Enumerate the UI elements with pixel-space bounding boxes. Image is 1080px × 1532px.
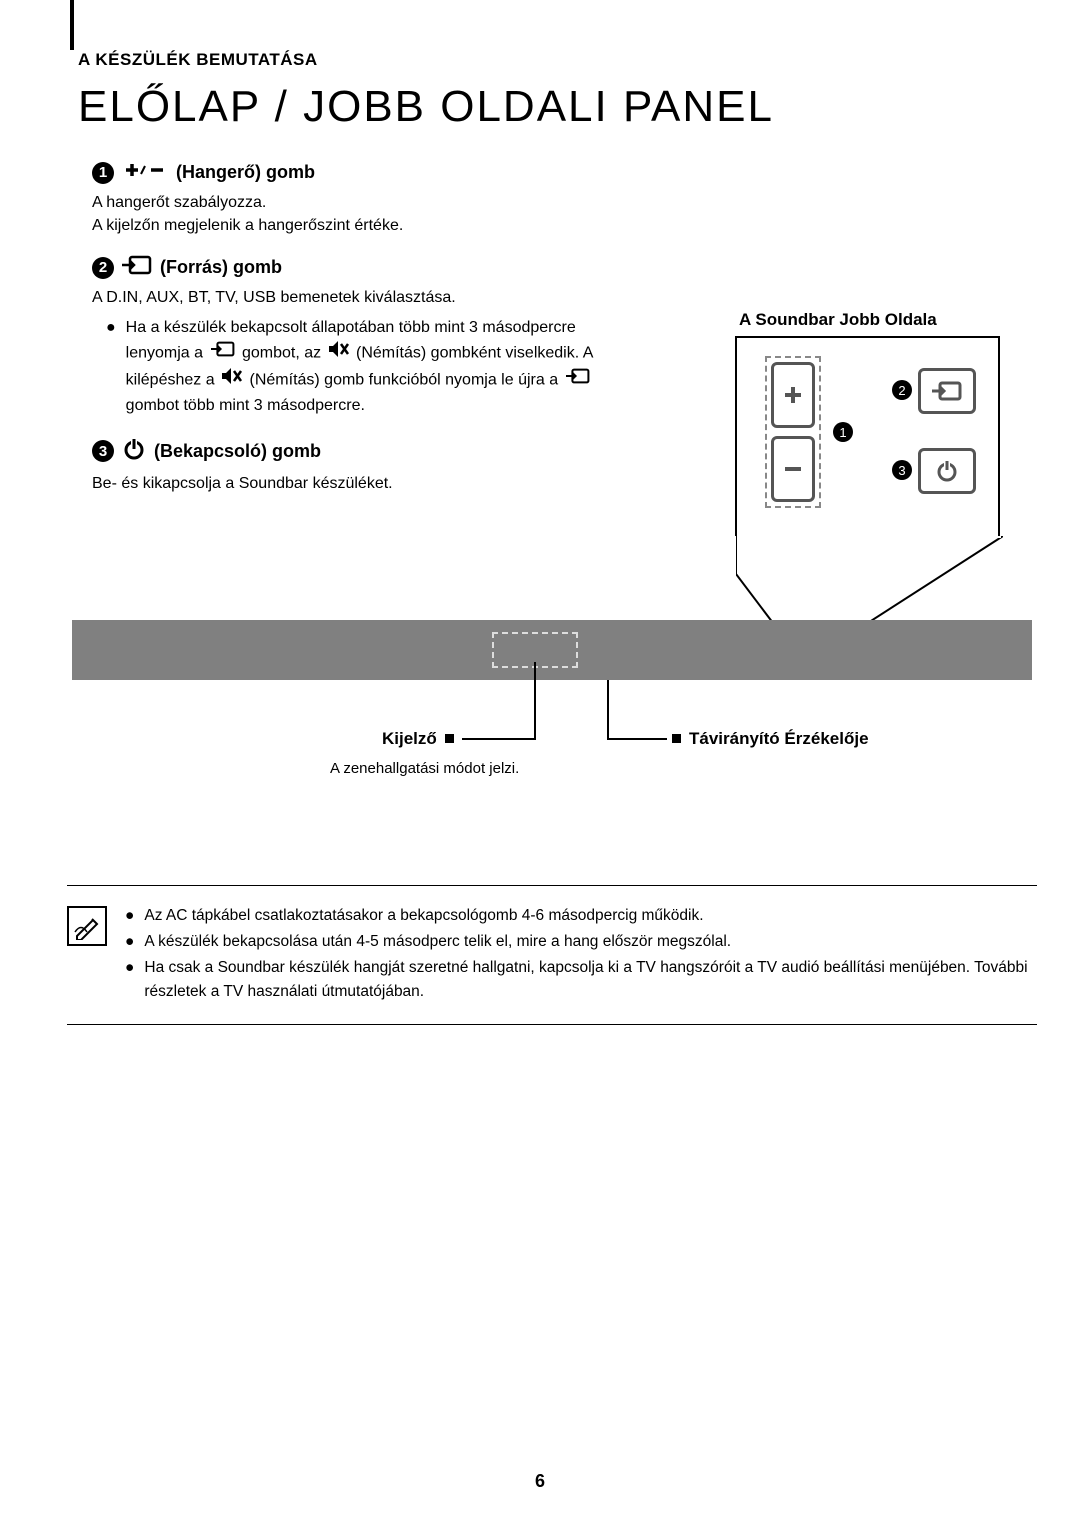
square-marker-2 — [672, 734, 681, 743]
display-label-text: Kijelző — [382, 729, 437, 749]
note-list: ● Az AC tápkábel csatlakoztatásakor a bek… — [125, 904, 1037, 1006]
item-2-bullet: ● Ha a készülék bekapcsolt állapotában t… — [92, 316, 612, 419]
badge-2: 2 — [92, 257, 114, 279]
power-icon — [122, 437, 146, 466]
badge-1: 1 — [92, 162, 114, 184]
mute-icon-inline-1 — [328, 340, 350, 367]
note-3: ●Ha csak a Soundbar készülék hangját sze… — [125, 956, 1037, 1004]
fig-label-3: 3 — [892, 460, 912, 480]
fig-label-1: 1 — [833, 422, 853, 442]
source-icon-inline-1 — [210, 341, 236, 366]
item-1-desc: A hangerőt szabályozza. A kijelzőn megje… — [92, 191, 1020, 237]
control-box: 1 2 3 — [735, 336, 1000, 536]
callout-line-sensor-v — [607, 680, 609, 738]
top-accent-bar — [70, 0, 74, 50]
plus-icon — [781, 383, 805, 407]
item-2-header: 2 (Forrás) gomb — [92, 255, 1020, 280]
minus-icon — [781, 457, 805, 481]
item-2-title: (Forrás) gomb — [160, 257, 282, 278]
soundbar-front-view — [72, 620, 1032, 680]
item-3-title: (Bekapcsoló) gomb — [154, 441, 321, 462]
note-bullet: ● — [125, 930, 134, 954]
item-2-desc: A D.IN, AUX, BT, TV, USB bemenetek kivál… — [92, 286, 612, 418]
volume-down-button[interactable] — [771, 436, 815, 502]
sensor-label: Távirányító Érzékelője — [672, 729, 869, 749]
figure-title: A Soundbar Jobb Oldala — [735, 310, 1020, 330]
item-1-desc-line-1: A kijelzőn megjelenik a hangerőszint ért… — [92, 214, 1020, 237]
main-title: ELŐLAP / JOBB OLDALI PANEL — [78, 82, 1020, 132]
section-header: A KÉSZÜLÉK BEMUTATÁSA — [78, 50, 1020, 70]
fig-badge-1: 1 — [833, 422, 853, 442]
sensor-label-text: Távirányító Érzékelője — [689, 729, 869, 749]
note-1: ● Az AC tápkábel csatlakoztatásakor a bek… — [125, 904, 1037, 928]
source-icon — [122, 255, 152, 280]
badge-3: 3 — [92, 440, 114, 462]
callout-row: Kijelző A zenehallgatási módot jelzi. Tá… — [72, 710, 1032, 780]
right-panel-figure: A Soundbar Jobb Oldala 1 2 — [735, 310, 1020, 536]
source-icon-inline-2 — [565, 368, 591, 393]
note-1-text: Az AC tápkábel csatlakoztatásakor a beka… — [144, 904, 703, 928]
note-bullet: ● — [125, 904, 134, 928]
fig-badge-3: 3 — [892, 460, 912, 480]
item-1-title: (Hangerő) gomb — [176, 162, 315, 183]
source-button[interactable] — [918, 368, 976, 414]
fig-label-2: 2 — [892, 380, 912, 400]
note-2-text: A készülék bekapcsolása után 4-5 másodpe… — [144, 930, 731, 954]
item-2-desc-line-0: A D.IN, AUX, BT, TV, USB bemenetek kivál… — [92, 286, 612, 309]
callout-line-sensor-h — [607, 738, 667, 740]
item-1-header: 1 (Hangerő) gomb — [92, 160, 1020, 185]
bullet-dot: ● — [106, 316, 116, 419]
mute-icon-inline-2 — [221, 367, 243, 394]
note-icon — [67, 906, 107, 946]
bp-m1: gombot, az — [238, 345, 326, 362]
pencil-note-icon — [73, 912, 101, 940]
source-icon-btn — [932, 381, 962, 401]
power-icon-btn — [935, 459, 959, 483]
volume-buttons-group — [765, 356, 821, 508]
volume-up-button[interactable] — [771, 362, 815, 428]
bp-end: gombot több mint 3 másodpercre. — [126, 397, 365, 414]
note-2: ● A készülék bekapcsolása után 4-5 másodp… — [125, 930, 1037, 954]
page-number: 6 — [0, 1471, 1080, 1492]
bp-m3: (Némítás) gomb funkcióból nyomja le újra… — [245, 372, 562, 389]
display-label: Kijelző — [382, 729, 454, 749]
display-sub: A zenehallgatási módot jelzi. — [330, 760, 519, 777]
power-button[interactable] — [918, 448, 976, 494]
note-bullet: ● — [125, 956, 134, 1004]
plus-minus-icon — [122, 160, 168, 185]
callout-line-display-h — [462, 738, 536, 740]
item-2-bullet-text: Ha a készülék bekapcsolt állapotában töb… — [126, 316, 612, 419]
item-1-desc-line-0: A hangerőt szabályozza. — [92, 191, 1020, 214]
note-3-text: Ha csak a Soundbar készülék hangját szer… — [144, 956, 1037, 1004]
fig-badge-2: 2 — [892, 380, 912, 400]
square-marker-1 — [445, 734, 454, 743]
content-area: 1 (Hangerő) gomb A hangerőt szabályozza.… — [92, 160, 1020, 1025]
notes-box: ● Az AC tápkábel csatlakoztatásakor a bek… — [67, 885, 1037, 1025]
callout-line-display-v — [534, 662, 536, 738]
